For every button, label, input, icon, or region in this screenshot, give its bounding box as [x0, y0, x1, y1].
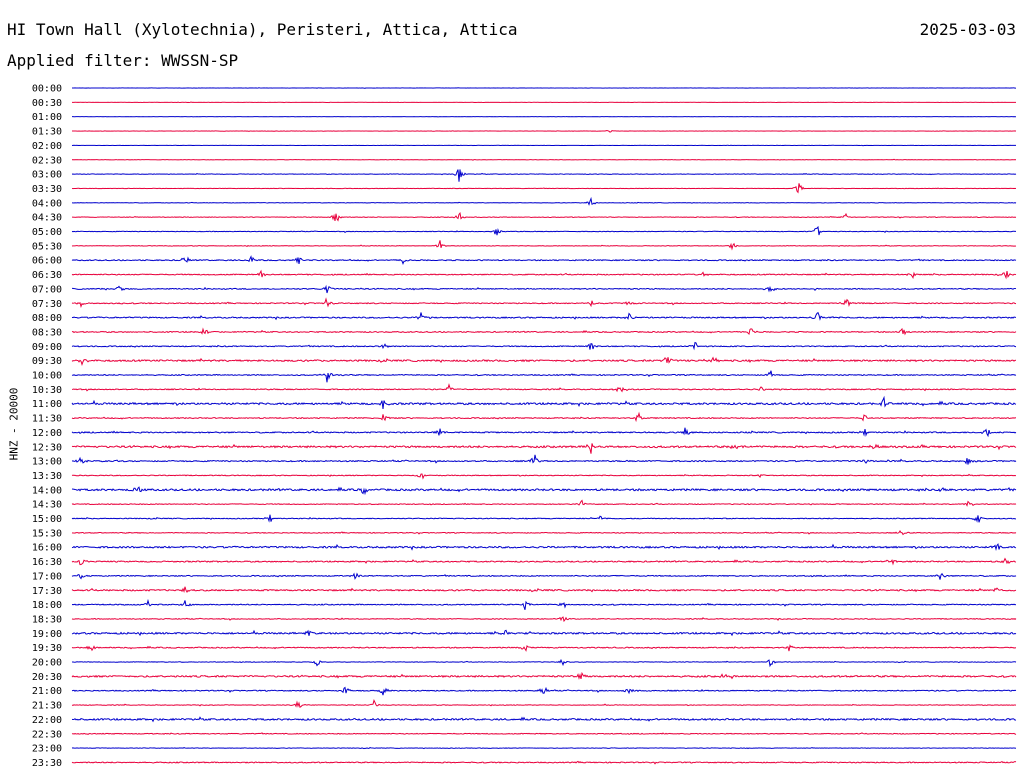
- trace-row-1000: [71, 370, 1017, 383]
- trace-row-0230: [71, 158, 1017, 161]
- trace-row-1200: [71, 427, 1017, 438]
- trace-row-0030: [71, 101, 1017, 104]
- trace-row-1400: [71, 486, 1017, 496]
- row-time-label: 13:00: [32, 457, 62, 468]
- row-time-label: 10:00: [32, 371, 62, 382]
- trace-row-1030: [71, 383, 1017, 393]
- trace-row-0300: [71, 169, 1017, 182]
- trace-row-1130: [71, 411, 1017, 423]
- date-label: 2025-03-03: [919, 20, 1016, 39]
- row-time-label: 12:00: [32, 428, 62, 439]
- trace-row-2300: [71, 746, 1017, 750]
- trace-row-1330: [71, 473, 1017, 480]
- row-time-label: 00:00: [32, 84, 62, 95]
- trace-row-1700: [71, 572, 1017, 580]
- trace-row-0430: [71, 212, 1017, 222]
- row-time-label: 09:30: [32, 356, 62, 367]
- row-time-label: 23:30: [32, 758, 62, 769]
- row-time-label: 00:30: [32, 98, 62, 109]
- trace-row-0800: [71, 311, 1017, 321]
- row-time-label: 18:00: [32, 600, 62, 611]
- row-time-label: 23:00: [32, 744, 62, 755]
- trace-row-2100: [71, 686, 1017, 696]
- row-time-label: 05:00: [32, 227, 62, 238]
- row-time-label: 11:00: [32, 399, 62, 410]
- trace-row-1830: [71, 616, 1017, 623]
- row-time-label: 12:30: [32, 442, 62, 453]
- station-title: HI Town Hall (Xylotechnia), Peristeri, A…: [7, 20, 518, 39]
- row-time-label: 06:00: [32, 256, 62, 267]
- row-time-label: 15:30: [32, 528, 62, 539]
- filter-label: Applied filter: WWSSN-SP: [7, 51, 239, 70]
- row-time-label: 08:00: [32, 313, 62, 324]
- row-time-label: 07:30: [32, 299, 62, 310]
- row-time-label: 03:00: [32, 170, 62, 181]
- row-time-label: 13:30: [32, 471, 62, 482]
- row-time-label: 17:30: [32, 586, 62, 597]
- row-time-label: 19:30: [32, 643, 62, 654]
- trace-row-1730: [71, 586, 1017, 594]
- trace-row-1900: [71, 629, 1017, 637]
- row-time-label: 19:00: [32, 629, 62, 640]
- row-time-label: 08:30: [32, 327, 62, 338]
- trace-row-0500: [71, 225, 1017, 236]
- trace-row-0600: [71, 255, 1017, 266]
- trace-row-1800: [71, 598, 1017, 610]
- row-time-label: 11:30: [32, 414, 62, 425]
- row-time-label: 20:30: [32, 672, 62, 683]
- trace-row-2000: [71, 658, 1017, 668]
- row-time-label: 04:00: [32, 198, 62, 209]
- trace-row-0930: [71, 356, 1017, 366]
- trace-row-0000: [72, 87, 1016, 89]
- row-time-label: 02:30: [32, 155, 62, 166]
- row-time-label: 17:00: [32, 571, 62, 582]
- trace-row-2330: [71, 760, 1017, 765]
- trace-row-1500: [71, 514, 1017, 523]
- row-time-label: 09:00: [32, 342, 62, 353]
- trace-row-1930: [71, 644, 1017, 652]
- trace-row-0700: [71, 284, 1017, 294]
- trace-row-0400: [71, 196, 1017, 206]
- row-time-label: 18:30: [32, 614, 62, 625]
- trace-row-1630: [71, 557, 1017, 566]
- row-time-label: 01:00: [32, 112, 62, 123]
- row-time-label: 05:30: [32, 241, 62, 252]
- row-time-label: 22:00: [32, 715, 62, 726]
- trace-row-1600: [71, 543, 1017, 552]
- trace-row-0900: [71, 341, 1017, 351]
- row-time-label: 14:00: [32, 485, 62, 496]
- trace-row-2200: [71, 716, 1017, 723]
- row-time-label: 07:00: [32, 284, 62, 295]
- trace-row-0730: [71, 297, 1017, 308]
- trace-row-2130: [71, 699, 1017, 708]
- trace-row-2030: [71, 671, 1017, 680]
- row-time-label: 15:00: [32, 514, 62, 525]
- trace-row-1230: [71, 443, 1017, 454]
- trace-row-0530: [71, 240, 1017, 251]
- trace-row-0130: [71, 129, 1017, 133]
- trace-row-1530: [71, 530, 1017, 536]
- row-time-label: 14:30: [32, 500, 62, 511]
- row-time-label: 20:00: [32, 658, 62, 669]
- trace-row-0330: [71, 183, 1017, 194]
- trace-row-1430: [71, 499, 1017, 507]
- row-time-label: 16:30: [32, 557, 62, 568]
- row-time-label: 10:30: [32, 385, 62, 396]
- row-time-label: 03:30: [32, 184, 62, 195]
- row-time-label: 02:00: [32, 141, 62, 152]
- row-time-label: 01:30: [32, 127, 62, 138]
- row-time-label: 22:30: [32, 729, 62, 740]
- row-time-label: 06:30: [32, 270, 62, 281]
- row-time-label: 16:00: [32, 543, 62, 554]
- row-time-label: 21:30: [32, 701, 62, 712]
- trace-row-1300: [71, 454, 1017, 465]
- trace-row-0630: [71, 269, 1017, 280]
- trace-row-2230: [71, 732, 1017, 736]
- row-time-label: 21:00: [32, 686, 62, 697]
- row-time-label: 04:30: [32, 213, 62, 224]
- trace-row-0830: [71, 327, 1017, 336]
- trace-row-1100: [71, 395, 1017, 410]
